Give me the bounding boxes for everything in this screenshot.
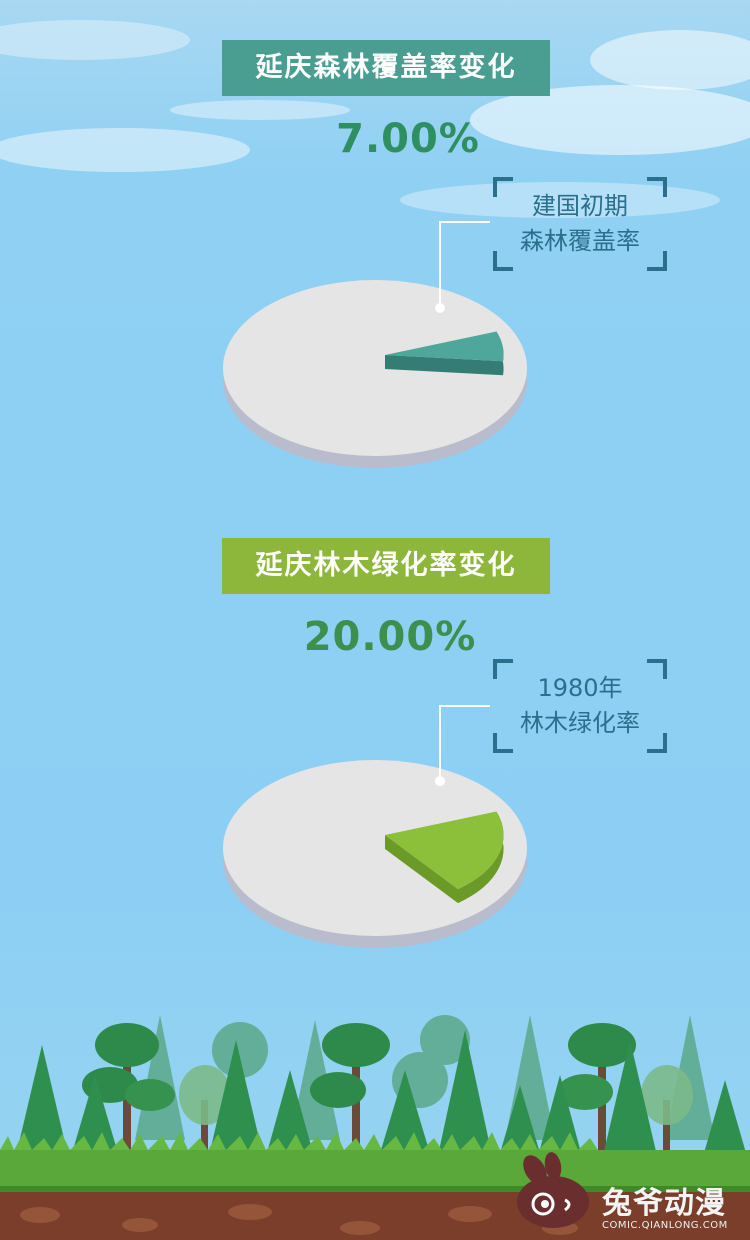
section-title-forest-coverage: 延庆森林覆盖率变化 <box>222 40 550 96</box>
callout-line-1: 1980年 <box>537 674 623 702</box>
callout-brackets <box>493 177 667 271</box>
watermark: 兔爷动漫 COMIC.QIANLONG.COM <box>602 1178 728 1231</box>
sky-clouds <box>0 20 750 218</box>
rabbit-logo-icon <box>517 1152 589 1228</box>
pie-slice-side <box>385 331 504 376</box>
forest-coverage-percent: 7.00% <box>336 116 480 162</box>
callout-line-1: 建国初期 <box>532 192 628 220</box>
callout-line-2: 林木绿化率 <box>520 709 640 737</box>
leader-dot <box>435 776 445 786</box>
leader-line <box>439 705 490 781</box>
callout-line-2: 森林覆盖率 <box>520 227 640 255</box>
pie-base-top <box>223 280 527 456</box>
pine-trees <box>15 1030 748 1160</box>
callout-brackets <box>493 659 667 753</box>
leader-dot <box>435 303 445 313</box>
leader-line <box>439 221 490 308</box>
forest-landscape <box>0 1015 750 1240</box>
greening-rate-percent: 20.00% <box>303 614 477 660</box>
callout-forest-coverage: 建国初期 森林覆盖率 <box>493 177 667 271</box>
callout-greening-rate: 1980年 林木绿化率 <box>493 659 667 753</box>
pie-slice <box>385 331 504 362</box>
watermark-brand: 兔爷动漫 <box>602 1186 726 1221</box>
section-title-greening-rate: 延庆林木绿化率变化 <box>222 538 550 594</box>
pie-slice <box>385 811 504 890</box>
pie-slice-side <box>385 811 504 904</box>
watermark-url: COMIC.QIANLONG.COM <box>602 1220 728 1231</box>
round-trees <box>82 1023 693 1160</box>
